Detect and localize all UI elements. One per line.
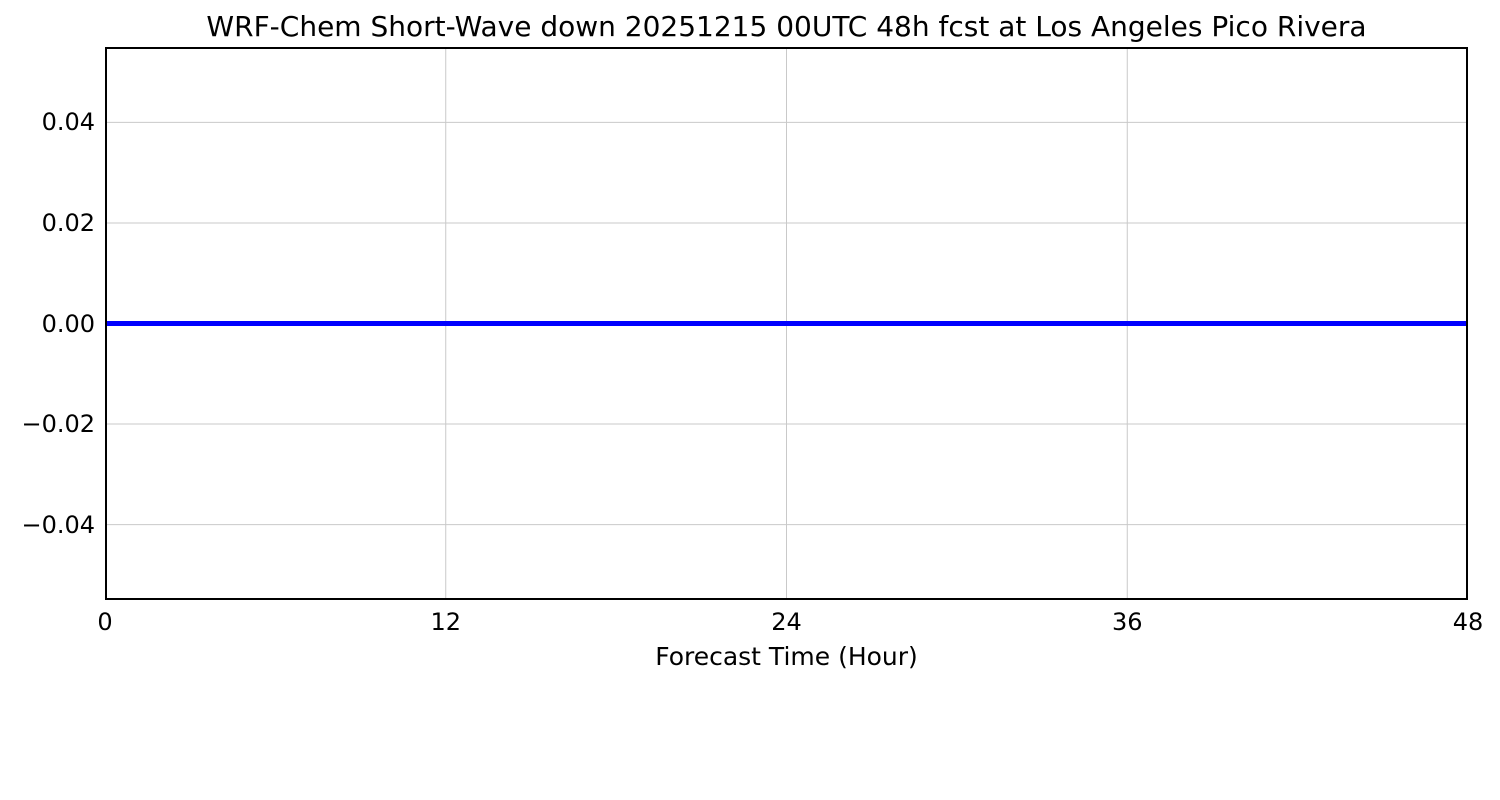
x-tick-label: 12 [430,608,462,636]
y-tick-label: 0.02 [41,208,95,237]
chart-title: WRF-Chem Short-Wave down 20251215 00UTC … [206,10,1367,43]
y-tick-label: −0.04 [21,510,95,539]
y-tick-label: −0.02 [21,410,95,439]
x-tick-label: 48 [1452,608,1484,636]
x-tick-label: 36 [1111,608,1143,636]
y-tick-label: 0.00 [41,309,95,338]
plot-frame [105,47,1468,600]
x-tick-label: 24 [771,608,802,636]
y-axis-label-fragment: ) [0,257,3,266]
plot-area [105,47,1468,600]
plot-canvas [105,47,1468,600]
x-axis-label: Forecast Time (Hour) [655,642,918,671]
x-tick-label: 0 [97,608,113,636]
y-tick-label: 0.04 [41,108,95,137]
